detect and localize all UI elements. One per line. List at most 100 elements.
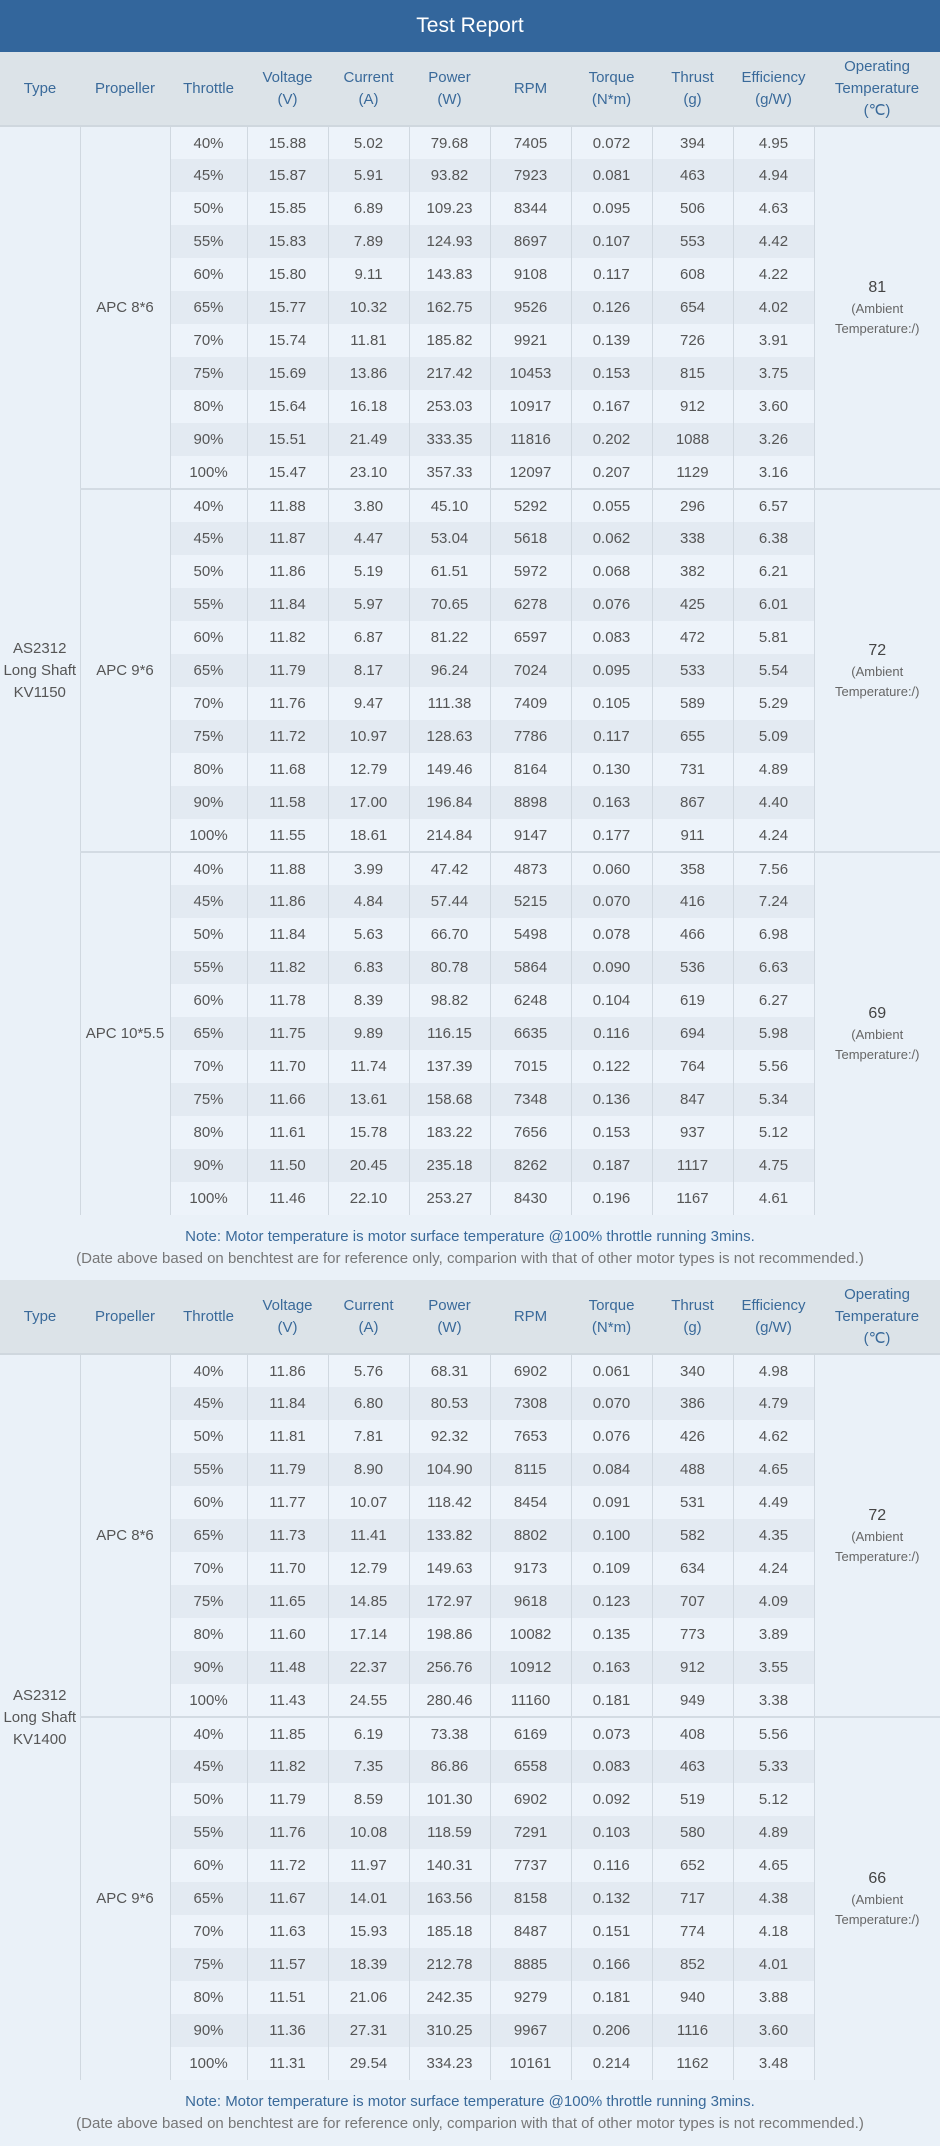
rpm-cell: 8898 (489, 786, 571, 819)
efficiency-cell: 4.40 (732, 786, 814, 819)
rpm-cell: 7291 (489, 1816, 571, 1849)
text-line: KV1400 (13, 1730, 67, 1748)
rpm-cell: 8885 (489, 1948, 571, 1981)
torque-cell: 0.116 (570, 1849, 652, 1882)
rpm-cell: 5972 (489, 555, 571, 588)
voltage-cell: 11.86 (246, 1354, 328, 1387)
text-line: (℃) (863, 1329, 891, 1347)
efficiency-cell: 4.62 (732, 1420, 814, 1453)
rpm-cell: 5215 (489, 885, 571, 918)
power-cell: 81.22 (408, 621, 490, 654)
throttle-cell: 45% (169, 1750, 247, 1783)
power-cell: 70.65 (408, 588, 490, 621)
note-line-2: (Date above based on benchtest are for r… (76, 2114, 864, 2132)
table-row: 50% 15.85 6.89 109.23 8344 0.095 506 4.63 (0, 192, 940, 225)
throttle-cell: 45% (169, 1387, 247, 1420)
text-line: (g) (683, 1318, 702, 1336)
torque-cell: 0.072 (570, 126, 652, 159)
rpm-cell: 11160 (489, 1684, 571, 1717)
efficiency-cell: 3.26 (732, 423, 814, 456)
text-line: (g/W) (755, 1318, 792, 1336)
text-line: (N*m) (591, 1318, 632, 1336)
power-cell: 80.53 (408, 1387, 490, 1420)
test-note: Note: Motor temperature is motor surface… (0, 2080, 940, 2145)
thrust-cell: 654 (651, 291, 733, 324)
table-row: APC 9*6 40% 11.85 6.19 73.38 6169 0.073 408 5.56… (0, 1716, 940, 2080)
voltage-cell: 11.70 (246, 1050, 328, 1083)
text-line: Type (23, 1307, 57, 1325)
voltage-cell: 11.67 (246, 1882, 328, 1915)
efficiency-cell: 7.24 (732, 885, 814, 918)
rpm-cell: 9108 (489, 258, 571, 291)
rpm-cell: 6635 (489, 1017, 571, 1050)
power-cell: 53.04 (408, 522, 490, 555)
text-line: (V) (277, 1318, 298, 1336)
column-header-power: Power (W) (409, 52, 490, 127)
throttle-cell: 60% (169, 621, 247, 654)
power-cell: 333.35 (408, 423, 490, 456)
table-row: 80% 11.51 21.06 242.35 9279 0.181 940 3.88 (0, 1981, 940, 2014)
throttle-cell: 55% (169, 1816, 247, 1849)
text-line: (g/W) (755, 90, 792, 108)
voltage-cell: 11.60 (246, 1618, 328, 1651)
power-cell: 253.03 (408, 390, 490, 423)
voltage-cell: 11.79 (246, 1783, 328, 1816)
column-header-temperature: Operating Temperature (℃) (814, 52, 940, 127)
efficiency-cell: 4.89 (732, 1816, 814, 1849)
torque-cell: 0.109 (570, 1552, 652, 1585)
column-header-power: Power (W) (409, 1280, 490, 1355)
torque-cell: 0.084 (570, 1453, 652, 1486)
table-row: 70% 11.63 15.93 185.18 8487 0.151 774 4.18 (0, 1915, 940, 1948)
voltage-cell: 15.74 (246, 324, 328, 357)
ambient-temperature-label: (Ambient Temperature:/) (815, 1527, 940, 1567)
report-content: Type Propeller Throttle Voltage (V) Current (A… (0, 52, 940, 2145)
efficiency-cell: 5.56 (732, 1050, 814, 1083)
throttle-cell: 60% (169, 258, 247, 291)
table-row: 75% 11.57 18.39 212.78 8885 0.166 852 4.01 (0, 1948, 940, 1981)
power-cell: 92.32 (408, 1420, 490, 1453)
voltage-cell: 11.55 (246, 819, 328, 852)
table-row: 70% 11.70 11.74 137.39 7015 0.122 764 5.56 (0, 1050, 940, 1083)
current-cell: 7.89 (327, 225, 409, 258)
column-header-rpm: RPM (490, 52, 571, 127)
efficiency-cell: 3.89 (732, 1618, 814, 1651)
text-line: Throttle (183, 1307, 234, 1325)
text-line: Propeller (94, 1307, 156, 1325)
throttle-cell: 70% (169, 1552, 247, 1585)
current-cell: 15.78 (327, 1116, 409, 1149)
voltage-cell: 11.82 (246, 951, 328, 984)
text-line: (W) (437, 1318, 462, 1336)
voltage-cell: 15.64 (246, 390, 328, 423)
current-cell: 18.39 (327, 1948, 409, 1981)
current-cell: 12.79 (327, 753, 409, 786)
thrust-cell: 466 (651, 918, 733, 951)
column-header-thrust: Thrust (g) (652, 1280, 733, 1355)
efficiency-cell: 6.01 (732, 588, 814, 621)
thrust-cell: 589 (651, 687, 733, 720)
voltage-cell: 11.84 (246, 1387, 328, 1420)
text-line: (A) (358, 90, 379, 108)
text-line: Torque (588, 1296, 635, 1314)
torque-cell: 0.078 (570, 918, 652, 951)
rpm-cell: 8697 (489, 225, 571, 258)
throttle-cell: 70% (169, 1050, 247, 1083)
rpm-cell: 10161 (489, 2047, 571, 2080)
power-cell: 198.86 (408, 1618, 490, 1651)
rpm-cell: 6169 (489, 1716, 571, 1750)
voltage-cell: 11.36 (246, 2014, 328, 2047)
torque-cell: 0.117 (570, 720, 652, 753)
rpm-cell: 7348 (489, 1083, 571, 1116)
torque-cell: 0.083 (570, 1750, 652, 1783)
power-cell: 137.39 (408, 1050, 490, 1083)
thrust-cell: 634 (651, 1552, 733, 1585)
motor-type-cell: AS2312 Long Shaft KV1150 (0, 126, 80, 1215)
column-header-propeller: Propeller (80, 1280, 170, 1355)
test-note: Note: Motor temperature is motor surface… (0, 1215, 940, 1280)
current-cell: 22.10 (327, 1182, 409, 1215)
temperature-value: 69 (868, 1005, 887, 1022)
efficiency-cell: 4.75 (732, 1149, 814, 1182)
throttle-cell: 100% (169, 1684, 247, 1717)
thrust-cell: 764 (651, 1050, 733, 1083)
thrust-cell: 1088 (651, 423, 733, 456)
efficiency-cell: 4.65 (732, 1849, 814, 1882)
